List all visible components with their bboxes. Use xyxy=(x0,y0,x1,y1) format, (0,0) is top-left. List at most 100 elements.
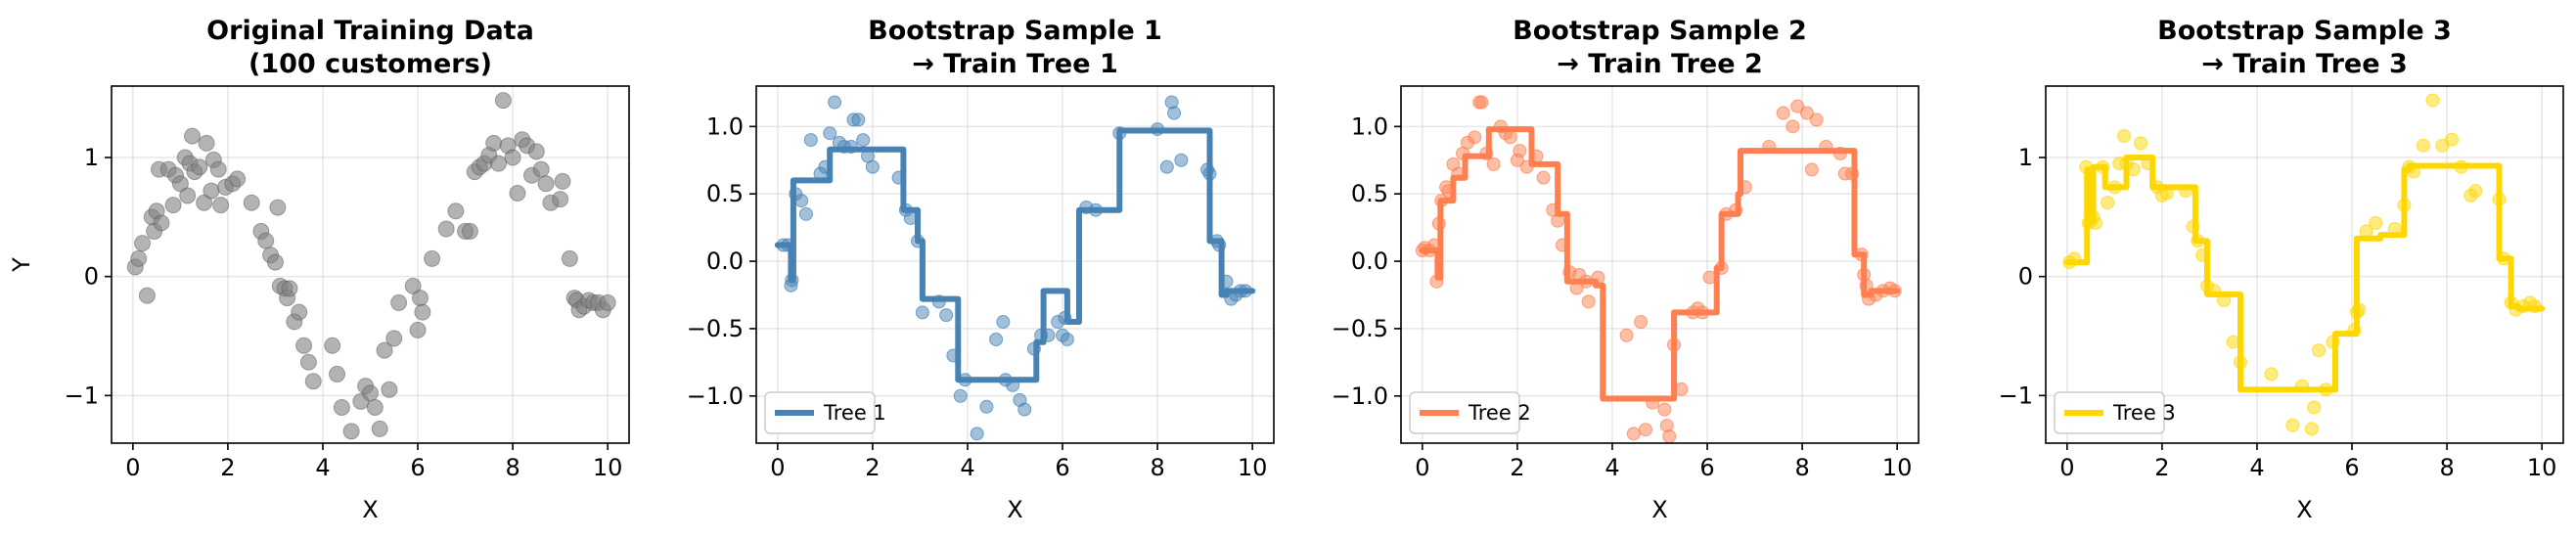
x-tick-label: 10 xyxy=(1882,454,1913,481)
x-tick-label: 0 xyxy=(125,454,140,481)
legend-label: Tree 1 xyxy=(823,401,886,425)
data-point xyxy=(191,158,208,176)
chart-panel-2: 0 2 4 6 8 10 −1.0 −0.5 0.0 0.5 1.0 X Bootstrap Sampl… xyxy=(687,16,1275,523)
data-point xyxy=(494,92,512,110)
tree-step-line xyxy=(1419,126,1901,402)
data-point xyxy=(366,399,384,416)
x-tick-label: 2 xyxy=(220,454,235,481)
chart-panel-1: 0 2 4 6 8 10 −1 0 1 X Y Original Training Data(100 … xyxy=(8,16,630,523)
data-point xyxy=(1503,130,1517,145)
data-point xyxy=(381,381,398,398)
data-point xyxy=(509,185,526,202)
data-point xyxy=(229,170,247,188)
x-tick-label: 10 xyxy=(593,454,623,481)
x-axis-label: X xyxy=(362,496,378,523)
data-point xyxy=(2369,215,2383,230)
data-point xyxy=(599,293,616,311)
chart-panel-3: 0 2 4 6 8 10 −1.0 −0.5 0.0 0.5 1.0 X Bootstrap Sampl… xyxy=(1332,16,1920,523)
data-point xyxy=(329,365,346,382)
tree-step-line xyxy=(774,127,1256,383)
x-tick-label: 8 xyxy=(505,454,520,481)
data-point xyxy=(295,337,313,354)
y-tick-label: −0.5 xyxy=(1332,315,1388,342)
data-point xyxy=(203,182,220,200)
axes-frame xyxy=(1400,85,1920,444)
data-point xyxy=(138,287,156,304)
data-point xyxy=(970,427,984,441)
data-point xyxy=(134,235,152,252)
data-point xyxy=(1513,144,1527,158)
x-tick-label: 0 xyxy=(2059,454,2074,481)
y-tick-label: 0.5 xyxy=(1351,180,1388,207)
x-tick-label: 6 xyxy=(2344,454,2359,481)
x-tick-label: 4 xyxy=(1604,454,1619,481)
axes-frame xyxy=(2045,85,2564,444)
data-point xyxy=(2312,343,2327,358)
data-point xyxy=(1167,106,1182,120)
data-point xyxy=(447,202,465,220)
x-tick-label: 6 xyxy=(410,454,425,481)
data-point xyxy=(490,155,508,172)
data-point xyxy=(1474,95,1489,110)
data-point xyxy=(828,95,842,110)
x-tick-label: 2 xyxy=(2154,454,2169,481)
data-point xyxy=(130,249,148,267)
data-point xyxy=(209,160,227,178)
data-point xyxy=(856,133,871,148)
data-point xyxy=(1785,119,1800,134)
data-point xyxy=(376,341,393,359)
data-point xyxy=(198,134,215,152)
data-point xyxy=(1790,99,1805,113)
x-axis-label: X xyxy=(1007,496,1022,523)
data-point xyxy=(1017,402,1032,417)
x-axis-label: X xyxy=(1651,496,1667,523)
legend-box xyxy=(2054,391,2165,434)
data-point xyxy=(390,293,408,311)
data-point xyxy=(324,337,341,354)
tree-step-line xyxy=(2063,155,2546,393)
axes-frame xyxy=(111,85,630,444)
chart-title-line-2: → Train Tree 3 xyxy=(2201,49,2407,79)
y-tick-label: −1.0 xyxy=(1332,382,1388,410)
data-point xyxy=(485,134,503,152)
y-tick-label: −1 xyxy=(65,382,99,409)
x-tick-label: 4 xyxy=(960,454,974,481)
data-point xyxy=(342,423,360,440)
data-point xyxy=(1536,170,1551,185)
data-point xyxy=(212,197,230,214)
data-point xyxy=(1159,159,1174,174)
data-point xyxy=(281,280,298,297)
data-point xyxy=(164,197,182,214)
y-tick-label: 0.0 xyxy=(706,248,744,275)
data-point xyxy=(2425,93,2440,108)
data-point xyxy=(979,399,994,414)
data-point xyxy=(1634,315,1649,330)
data-point xyxy=(554,172,571,190)
legend-label: Tree 2 xyxy=(1468,401,1531,425)
data-point xyxy=(851,112,866,127)
data-point xyxy=(179,187,197,204)
x-tick-label: 2 xyxy=(1510,454,1524,481)
x-tick-label: 6 xyxy=(1055,454,1069,481)
legend-box xyxy=(764,391,876,434)
chart-title-line-1: Original Training Data xyxy=(206,16,534,46)
x-tick-label: 4 xyxy=(315,454,330,481)
data-point xyxy=(1662,429,1677,443)
data-point xyxy=(243,194,260,211)
legend-label: Tree 3 xyxy=(2112,401,2176,425)
plot-area xyxy=(126,92,616,440)
data-point xyxy=(362,384,379,402)
data-point xyxy=(953,388,968,403)
data-point xyxy=(2307,400,2322,415)
data-point xyxy=(153,214,170,232)
x-tick-label: 8 xyxy=(1150,454,1164,481)
data-point xyxy=(1581,294,1596,309)
y-tick-label: −1.0 xyxy=(687,382,744,410)
data-point xyxy=(266,253,284,271)
chart-title-line-2: (100 customers) xyxy=(249,49,492,79)
y-tick-label: 1.0 xyxy=(1351,112,1388,140)
data-point xyxy=(915,305,929,320)
data-point xyxy=(437,220,455,238)
data-point xyxy=(865,159,880,174)
data-point xyxy=(1060,332,1074,346)
